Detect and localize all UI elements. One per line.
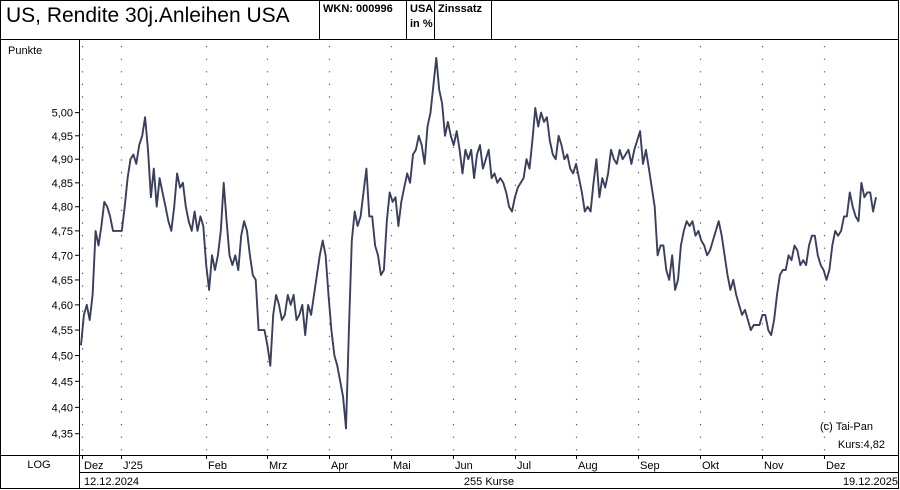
y-tick-label: 4,50: [52, 351, 73, 363]
grid: [81, 46, 826, 455]
quote-count-label: 255 Kurse: [464, 476, 514, 488]
title-cell: US, Rendite 30j.Anleihen USA: [0, 0, 320, 40]
x-tick-label: Aug: [578, 460, 598, 472]
type-cell: Zinssatz: [435, 0, 492, 40]
y-tick-label: 4,35: [52, 429, 73, 441]
copyright-text: (c) Tai-Pan: [820, 421, 873, 433]
x-tick-label: Dez: [826, 460, 846, 472]
x-tick-label: J'25: [123, 460, 143, 472]
end-date-label: 19.12.2025: [843, 476, 898, 488]
x-tick-label: Nov: [764, 460, 784, 472]
type-label: Zinssatz: [438, 3, 483, 15]
chart-title: US, Rendite 30j.Anleihen USA: [6, 4, 290, 27]
y-tick-label: 5,00: [52, 108, 73, 120]
y-tick-label: 4,55: [52, 325, 73, 337]
y-axis-ticks: 4,35 4,40 4,45 4,50 4,55 4,60 4,65 4,70 4,75 4,80…: [52, 108, 80, 441]
wkn-cell: WKN: 000996: [320, 0, 407, 40]
y-tick-label: 4,70: [52, 250, 73, 262]
y-tick-label: 4,80: [52, 202, 73, 214]
x-tick-label: Mai: [393, 460, 411, 472]
x-axis: Dez J'25 Feb Mrz Apr Mai Jun Jul Aug Sep Okt Nov Dez: [82, 455, 846, 472]
series-layer: [80, 56, 877, 430]
scale-mode-label: LOG: [27, 459, 50, 471]
unit-label: in %: [410, 18, 433, 30]
y-tick-label: 4,60: [52, 300, 73, 312]
y-tick-label: 4,45: [52, 376, 73, 388]
x-tick-label: Mrz: [269, 460, 287, 472]
x-tick-label: Okt: [702, 460, 719, 472]
last-price-label: Kurs:4,82: [838, 439, 885, 451]
x-tick-label: Jun: [455, 460, 473, 472]
y-tick-label: 4,95: [52, 131, 73, 143]
y-tick-label: 4,75: [52, 226, 73, 238]
country-label: USA: [410, 3, 434, 15]
y-tick-label: 4,65: [52, 275, 73, 287]
y-tick-label: 4,85: [52, 178, 73, 190]
y-tick-label: 4,90: [52, 154, 73, 166]
series-line: [80, 56, 877, 430]
x-tick-label: Sep: [640, 460, 660, 472]
x-tick-label: Feb: [208, 460, 227, 472]
x-tick-label: Jul: [517, 460, 531, 472]
x-tick-label: Apr: [331, 460, 348, 472]
x-tick-label: Dez: [84, 460, 104, 472]
start-date-label: 12.12.2024: [84, 476, 139, 488]
wkn-label: WKN: 000996: [323, 3, 393, 15]
y-axis-label: Punkte: [8, 45, 42, 57]
y-tick-label: 4,40: [52, 402, 73, 414]
country-cell: USA in %: [407, 0, 435, 40]
